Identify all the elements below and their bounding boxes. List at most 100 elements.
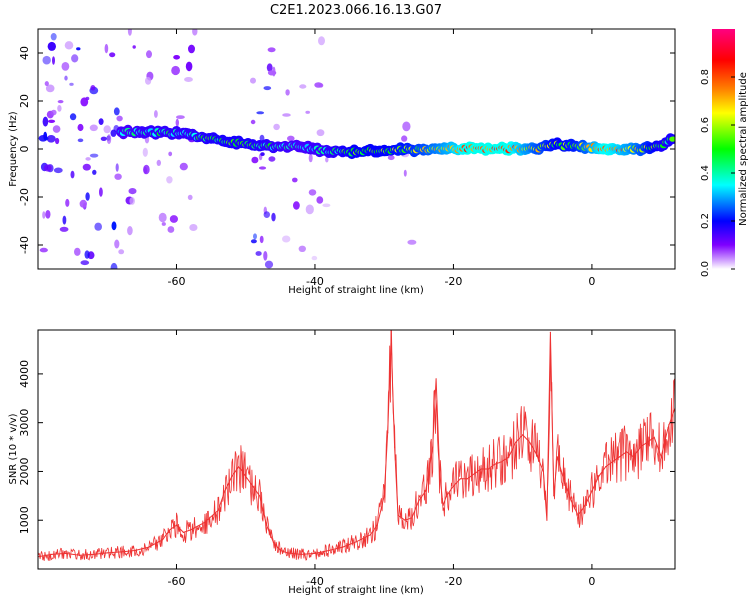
spectral-blob — [263, 251, 268, 261]
snr-point — [487, 468, 489, 470]
y-tick-label: 1000 — [18, 506, 31, 534]
spectral-blob — [256, 111, 265, 115]
snr-point — [473, 473, 475, 475]
snr-point — [106, 552, 108, 554]
x-tick-label: -20 — [444, 575, 462, 588]
spectral-blob — [89, 153, 99, 158]
snr-panel: -60 -40 -20 0 1000 2000 3000 4000 Height of st… — [8, 329, 676, 596]
spectral-blob — [158, 212, 167, 223]
snr-point — [570, 500, 572, 502]
snr-point — [653, 436, 655, 438]
snr-marks — [38, 330, 675, 561]
snr-point — [646, 441, 648, 443]
snr-point — [515, 441, 517, 443]
spectral-blob — [305, 204, 314, 215]
x-tick-label: -40 — [306, 575, 324, 588]
spectral-blob — [402, 121, 411, 132]
spectral-blob — [407, 239, 417, 245]
spectral-blob — [110, 262, 118, 269]
y-tick-label: 4000 — [18, 360, 31, 388]
spectral-blob — [251, 156, 259, 164]
snr-point — [252, 485, 254, 487]
snr-point — [272, 541, 274, 543]
spectral-blob — [263, 211, 270, 219]
spectral-blob — [127, 226, 133, 236]
snr-point — [217, 509, 219, 512]
spectral-blob — [305, 110, 311, 114]
spectral-blob — [154, 110, 158, 118]
spectral-blob — [299, 84, 307, 89]
spectral-blob — [146, 50, 152, 59]
spectral-blob — [90, 85, 96, 91]
spectral-blob — [260, 152, 265, 157]
colorbar-gradient — [712, 29, 735, 269]
y-tick-label: 40 — [18, 46, 31, 60]
spectral-blob — [53, 167, 63, 174]
spectral-blob — [169, 215, 178, 223]
snr-point — [51, 553, 53, 556]
snr-point — [542, 470, 545, 472]
snr-series-line — [38, 330, 675, 561]
spectral-blob — [55, 137, 60, 145]
snr-point — [598, 475, 600, 477]
snr-point — [355, 541, 358, 543]
spectral-blob — [116, 115, 123, 122]
spectral-blob — [61, 62, 70, 71]
spectrogram-panel: -60 -40 -20 0 -40 -20 0 20 40 Height of straigh… — [8, 28, 676, 296]
snr-point — [501, 461, 503, 463]
spectral-blob — [110, 129, 117, 137]
snr-point — [189, 529, 191, 531]
snr-point — [553, 495, 555, 497]
spectral-blob — [70, 170, 75, 179]
spectral-blob — [292, 177, 298, 183]
spectral-blob — [308, 189, 317, 196]
snr-point — [563, 480, 565, 482]
spectral-blob — [273, 123, 280, 131]
snr-point — [265, 524, 268, 526]
y-tick-label: -40 — [18, 236, 31, 254]
spectral-blob — [282, 235, 291, 243]
spectral-blob — [173, 55, 181, 60]
spectral-blob — [69, 82, 74, 86]
spectral-blob — [175, 118, 179, 127]
snr-point — [549, 331, 552, 333]
snr-x-axis-label: Height of straight line (km) — [288, 585, 424, 596]
spectral-blob — [71, 54, 79, 63]
snr-frame — [37, 329, 676, 570]
spectral-blob — [89, 124, 98, 132]
snr-point — [245, 475, 247, 477]
spectral-blob — [145, 77, 152, 85]
snr-point — [418, 500, 420, 502]
snr-point — [466, 478, 468, 480]
spectral-blob — [166, 176, 173, 184]
spectral-blob — [127, 29, 132, 36]
spectral-blob — [271, 212, 276, 222]
snr-point — [404, 519, 406, 521]
spectral-blob — [267, 47, 276, 53]
x-tick-label: -60 — [167, 575, 185, 588]
x-tick-label: -20 — [444, 275, 462, 288]
snr-point — [397, 514, 399, 516]
snr-point — [605, 466, 607, 468]
spectral-blob — [115, 163, 119, 172]
spectral-blob — [92, 169, 97, 175]
spectral-blob — [285, 89, 290, 96]
x-tick-label: 0 — [588, 575, 595, 588]
spectral-blob — [106, 134, 112, 145]
snr-point — [300, 553, 302, 556]
colorbar-ticks: 0.0 0.2 0.4 0.6 0.8 — [700, 69, 735, 277]
snr-point — [231, 475, 233, 477]
spectral-blob — [42, 55, 51, 65]
snr-point — [535, 453, 538, 455]
spectral-blob — [111, 221, 117, 231]
spectral-blob — [293, 201, 300, 210]
snr-point — [238, 466, 240, 468]
snr-point — [286, 552, 288, 554]
snr-series-trend — [38, 332, 675, 558]
spectral-blob — [167, 226, 175, 233]
spectral-blob — [47, 41, 56, 51]
snr-x-ticks: -60 -40 -20 0 — [167, 330, 595, 588]
spectral-blob — [187, 194, 193, 200]
snr-point — [439, 470, 441, 472]
